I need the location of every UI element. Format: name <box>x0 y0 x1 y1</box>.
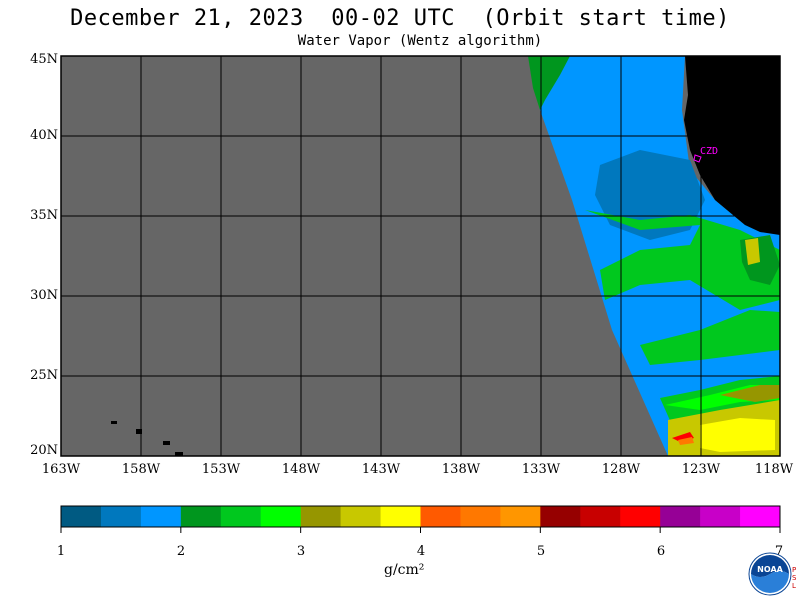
graticule <box>61 56 780 456</box>
swath-bright-yellow <box>700 418 775 452</box>
map-border <box>60 55 781 457</box>
colorbar-swatch <box>140 506 182 527</box>
island <box>175 452 183 456</box>
colorbar-tick-label: 7 <box>774 544 784 559</box>
colorbar-swatch <box>100 506 142 527</box>
colorbar-swatch <box>220 506 262 527</box>
colorbar-swatch <box>380 506 421 527</box>
lat-label: 45N <box>30 52 58 67</box>
lon-label: 118W <box>754 462 794 477</box>
colorbar-ticks <box>60 527 781 533</box>
lon-label: 153W <box>201 462 241 477</box>
station-marker-icon <box>693 154 702 163</box>
colorbar-swatch <box>460 506 501 527</box>
lon-label: 133W <box>521 462 561 477</box>
colorbar-swatch <box>420 506 461 527</box>
colorbar-tick-label: 5 <box>536 544 546 559</box>
map-title: December 21, 2023 00-02 UTC (Orbit start… <box>70 6 730 31</box>
colorbar-swatch <box>180 506 222 527</box>
colorbar-tick-label: 1 <box>56 544 66 559</box>
colorbar-swatch <box>500 506 541 527</box>
island <box>111 421 117 424</box>
swath-green-north <box>528 56 570 110</box>
lon-label: 158W <box>121 462 161 477</box>
lat-label: 40N <box>30 128 58 143</box>
colorbar-swatch <box>300 506 342 527</box>
colorbar-swatch <box>660 506 701 527</box>
island <box>136 429 142 434</box>
swath-olive <box>720 385 780 402</box>
lon-label: 163W <box>41 462 81 477</box>
island <box>163 441 170 445</box>
lon-label: 138W <box>441 462 481 477</box>
colorbar-swatch <box>61 506 102 527</box>
colorbar-swatch <box>260 506 302 527</box>
lat-label: 30N <box>30 288 58 303</box>
colorbar-tick-label: 4 <box>416 544 426 559</box>
colorbar-swatch <box>700 506 741 527</box>
logo-text: NOAA <box>757 565 783 574</box>
lon-label: 123W <box>681 462 721 477</box>
colorbar-swatch <box>580 506 621 527</box>
map-subtitle: Water Vapor (Wentz algorithm) <box>297 33 543 49</box>
hawaii-islands <box>111 421 183 456</box>
lat-label: 20N <box>30 443 58 458</box>
lon-label: 128W <box>601 462 641 477</box>
colorbar-swatch <box>620 506 661 527</box>
swath-orange-spot <box>678 437 694 445</box>
colorbar-swatch <box>740 506 781 527</box>
colorbar-tick-label: 2 <box>176 544 186 559</box>
colorbar-swatch <box>540 506 581 527</box>
lat-label: 25N <box>30 368 58 383</box>
colorbar-tick-label: 6 <box>656 544 666 559</box>
north-america-land <box>684 56 780 235</box>
colorbar-tick-label: 3 <box>296 544 306 559</box>
colorbar <box>61 506 781 527</box>
lon-label: 148W <box>281 462 321 477</box>
station-label: CZD <box>700 146 719 157</box>
colorbar-swatch <box>340 506 382 527</box>
noaa-logo-icon: NOAA <box>748 552 792 596</box>
swath-yellow-spot <box>745 238 760 265</box>
swath-green-lower <box>640 310 780 365</box>
swath-green-mid <box>585 210 780 310</box>
lon-label: 143W <box>361 462 401 477</box>
lat-label: 35N <box>30 208 58 223</box>
colorbar-unit-label: g/cm² <box>384 562 425 578</box>
